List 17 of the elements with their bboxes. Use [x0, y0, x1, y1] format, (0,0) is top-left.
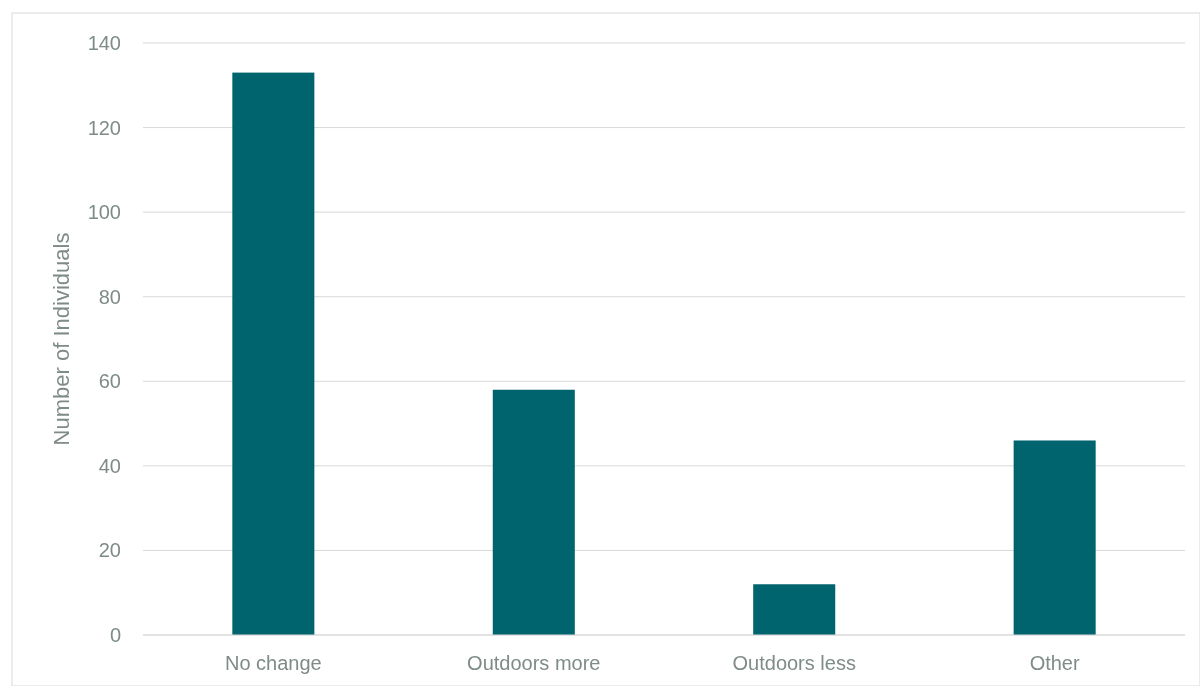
y-tick-label: 40	[98, 454, 121, 477]
bar	[232, 72, 315, 635]
bar	[492, 389, 575, 635]
y-axis-title: Number of Individuals	[49, 232, 74, 446]
y-tick-label: 0	[109, 624, 121, 646]
bar	[1013, 440, 1096, 635]
x-tick-label: Outdoors less	[732, 652, 856, 674]
y-tick-label: 20	[98, 539, 121, 562]
y-tick-label: 140	[87, 32, 121, 54]
y-tick-label: 120	[87, 116, 121, 139]
x-tick-label: No change	[224, 652, 322, 674]
x-tick-label: Other	[1029, 652, 1080, 674]
y-tick-label: 100	[87, 201, 121, 224]
bar	[753, 584, 836, 635]
x-tick-label: Outdoors more	[467, 652, 601, 674]
y-tick-label: 60	[98, 370, 121, 393]
y-tick-label: 80	[98, 285, 121, 308]
